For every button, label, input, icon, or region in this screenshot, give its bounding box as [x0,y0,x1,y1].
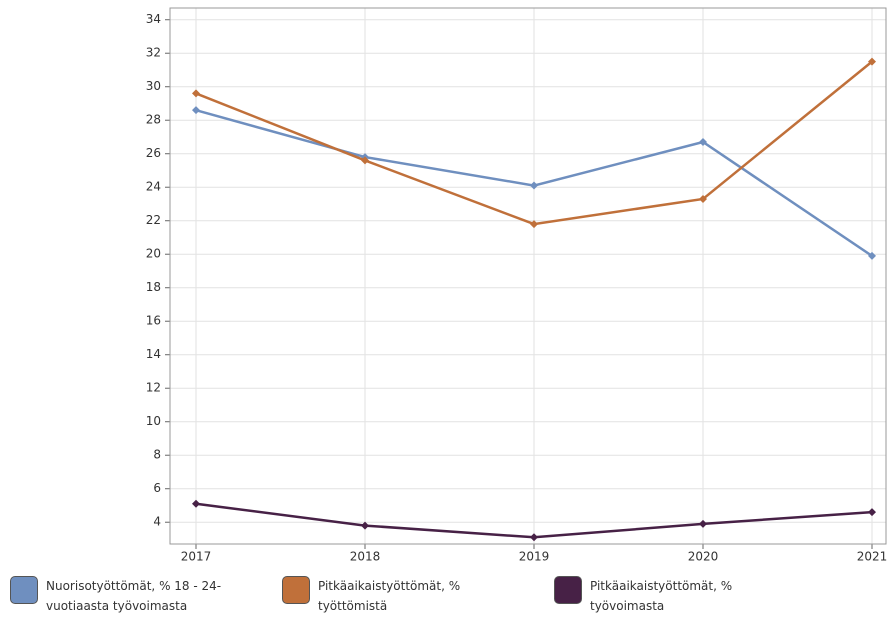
y-tick-label: 32 [146,46,161,60]
point-marker [868,57,876,66]
point-marker [361,156,369,165]
y-tick-label: 8 [153,448,161,462]
plot-frame [169,7,887,545]
y-tick-label: 24 [146,180,161,194]
legend-label: Nuorisotyöttömät, % 18 - 24-vuotiaasta t… [46,579,222,613]
legend-swatch [10,576,38,604]
y-tick-label: 28 [146,113,161,127]
point-marker [361,521,369,530]
legend-item[interactable]: Pitkäaikaistyöttömät, % työvoimasta [554,576,826,616]
y-tick-label: 4 [153,515,161,529]
point-marker [699,138,707,146]
y-tick-label: 18 [146,280,161,294]
legend-label: Pitkäaikaistyöttömät, % työttömistä [318,579,461,613]
x-tick-label: 2019 [519,550,550,564]
point-marker [868,251,876,260]
point-marker [530,220,538,229]
point-marker [868,508,876,517]
y-tick-label: 20 [146,247,161,261]
y-tick-label: 22 [146,213,161,227]
point-marker [699,194,707,203]
y-tick-label: 34 [146,12,161,26]
legend-label: Pitkäaikaistyöttömät, % työvoimasta [590,579,733,613]
x-tick-label: 2017 [181,550,212,564]
y-tick-label: 6 [153,481,161,495]
legend-item[interactable]: Pitkäaikaistyöttömät, % työttömistä [282,576,554,616]
x-tick-label: 2018 [350,550,381,564]
x-tick-label: 2020 [688,550,719,564]
point-marker [699,519,707,528]
y-tick-label: 10 [146,414,161,428]
chart: 4 6 8 10 12 14 16 18 20 22 24 26 28 30 32 34 2017 2018 201… [146,7,888,564]
y-tick-label: 16 [146,314,161,328]
point-marker [192,499,200,508]
y-tick-label: 14 [146,347,161,361]
legend-swatch [282,576,310,604]
point-marker [192,89,200,98]
legend-swatch [554,576,582,604]
legend-item[interactable]: Nuorisotyöttömät, % 18 - 24-vuotiaasta t… [10,576,282,616]
y-tick-label: 26 [146,146,161,160]
y-tick-label: 12 [146,381,161,395]
point-marker [192,106,200,115]
y-tick-label: 30 [146,79,161,93]
point-marker [530,181,538,190]
point-marker [530,533,538,542]
legend: Nuorisotyöttömät, % 18 - 24-vuotiaasta t… [10,576,826,616]
x-tick-label: 2021 [857,550,888,564]
